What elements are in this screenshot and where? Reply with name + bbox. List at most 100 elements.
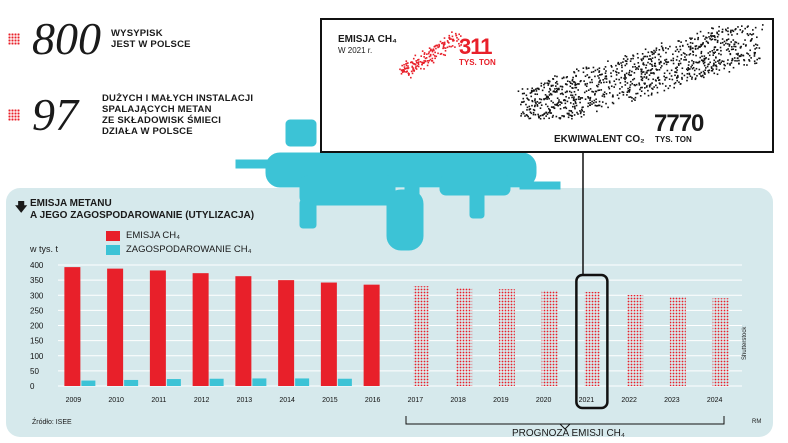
particle	[600, 89, 603, 91]
particle	[691, 37, 693, 40]
particle	[527, 98, 529, 101]
particle	[739, 55, 742, 58]
particle	[715, 68, 718, 70]
particle	[417, 58, 420, 61]
particle	[624, 80, 627, 83]
x-tick-label: 2016	[365, 397, 381, 404]
particle	[654, 65, 657, 68]
particle	[673, 86, 675, 89]
particle	[655, 69, 658, 71]
particle	[573, 71, 575, 73]
particle	[748, 60, 751, 62]
particle	[698, 46, 700, 48]
particle	[654, 79, 657, 81]
particle	[405, 71, 407, 73]
particle	[407, 62, 409, 64]
particle	[589, 88, 592, 90]
particle	[713, 59, 716, 62]
particle	[635, 68, 637, 71]
particle	[665, 58, 668, 61]
particle	[628, 88, 631, 91]
particle	[618, 78, 620, 81]
bar-emission-2020	[541, 290, 558, 386]
particle	[574, 93, 577, 96]
particle	[619, 88, 621, 90]
particle	[756, 58, 759, 61]
particle	[595, 90, 598, 93]
particle	[669, 45, 671, 48]
particle	[542, 114, 544, 117]
particle	[607, 60, 609, 62]
particle	[636, 92, 639, 95]
particle	[410, 70, 413, 73]
particle	[572, 97, 575, 100]
particle	[747, 34, 750, 37]
particle	[682, 52, 685, 54]
particle	[600, 105, 603, 108]
particle	[685, 54, 688, 56]
particle	[407, 72, 410, 74]
particle	[634, 96, 637, 99]
particle	[543, 117, 545, 120]
particle	[674, 81, 677, 84]
particle	[573, 99, 576, 101]
x-tick-label: 2010	[108, 397, 124, 404]
particle	[610, 75, 613, 78]
particle	[713, 35, 716, 37]
particle	[700, 71, 703, 74]
particle	[712, 54, 715, 56]
particle	[415, 65, 417, 68]
particle	[628, 96, 630, 99]
particle	[633, 77, 636, 80]
particle	[650, 58, 652, 61]
particle	[580, 115, 583, 118]
particle	[694, 77, 697, 80]
particle	[592, 66, 595, 69]
particle	[658, 48, 661, 51]
particle	[746, 52, 748, 54]
particle	[452, 40, 454, 42]
particle	[649, 83, 652, 86]
particle	[523, 100, 525, 103]
particle	[520, 115, 522, 117]
particle	[731, 29, 734, 32]
particle	[597, 83, 600, 86]
particle	[640, 78, 643, 81]
particle	[548, 111, 550, 114]
particle	[543, 83, 545, 86]
particle	[725, 49, 728, 51]
particle	[705, 67, 707, 69]
particle	[434, 51, 436, 54]
particle	[673, 82, 676, 85]
particle	[643, 76, 646, 78]
particle	[632, 66, 634, 68]
particle	[647, 51, 650, 54]
y-tick-label: 0	[30, 382, 35, 391]
particle	[703, 76, 705, 79]
particle	[727, 43, 729, 45]
particle	[742, 43, 745, 45]
particle	[538, 98, 541, 100]
particle	[695, 61, 697, 64]
particle	[428, 59, 431, 62]
particle	[433, 55, 436, 57]
particle	[534, 93, 537, 95]
particle	[550, 106, 553, 108]
particle	[634, 65, 637, 68]
particle	[402, 70, 404, 72]
particle	[713, 52, 715, 54]
particle	[547, 96, 549, 98]
stat-text-line: JEST W POLSCE	[111, 39, 191, 50]
particle	[629, 74, 631, 77]
particle	[655, 49, 658, 51]
particle	[440, 52, 443, 55]
particle	[735, 41, 738, 44]
particle	[728, 43, 731, 46]
particle	[714, 46, 717, 48]
particle	[548, 97, 550, 100]
particle	[431, 57, 434, 60]
particle	[549, 89, 552, 91]
particle	[536, 104, 539, 106]
particle	[754, 48, 756, 50]
particle	[703, 55, 706, 57]
